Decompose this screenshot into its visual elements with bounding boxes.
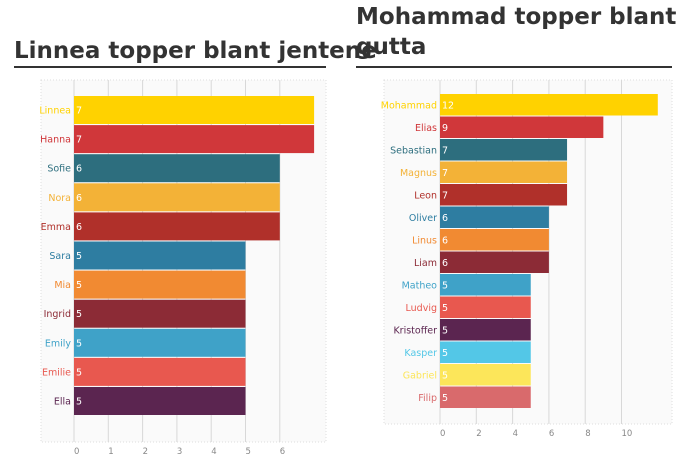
boys-category-label: Gabriel: [403, 370, 437, 381]
girls-bar: [74, 154, 280, 183]
boys-category-label: Kristoffer: [393, 325, 437, 336]
girls-tick-label: 6: [280, 447, 285, 457]
boys-bar: [440, 274, 531, 296]
girls-value-label: 7: [76, 135, 82, 146]
title-underline-boys: [356, 66, 672, 68]
boys-bar: [440, 319, 531, 341]
boys-category-label: Kasper: [404, 348, 437, 359]
boys-category-label: Oliver: [409, 213, 437, 224]
girls-value-label: 5: [76, 397, 82, 408]
girls-category-label: Ingrid: [44, 309, 71, 320]
girls-value-label: 6: [76, 222, 82, 233]
boys-bar: [440, 94, 658, 116]
boys-category-label: Ludvig: [406, 303, 437, 314]
boys-category-label: Elias: [415, 123, 437, 134]
boys-tick-label: 2: [476, 429, 481, 439]
girls-category-label: Hanna: [40, 135, 71, 146]
girls-value-label: 5: [76, 309, 82, 320]
girls-bar: [74, 357, 246, 386]
girls-value-label: 7: [76, 106, 82, 117]
boys-value-label: 6: [442, 258, 448, 269]
boys-bar: [440, 139, 568, 161]
boys-value-label: 5: [442, 348, 448, 359]
girls-value-label: 5: [76, 251, 82, 262]
girls-bar: [74, 328, 246, 357]
girls-bar: [74, 299, 246, 328]
chart-title-girls: Linnea topper blant jentene: [14, 38, 377, 64]
girls-category-label: Emilie: [42, 367, 71, 378]
boys-category-label: Liam: [414, 258, 437, 269]
girls-category-label: Sofie: [47, 164, 71, 175]
girls-tick-label: 5: [246, 447, 251, 457]
boys-bar: [440, 161, 568, 183]
boys-bar: [440, 341, 531, 363]
girls-bar: [74, 270, 246, 299]
girls-bar: [74, 387, 246, 415]
boys-tick-label: 10: [622, 429, 633, 439]
boys-bar: [440, 296, 531, 318]
girls-category-label: Ella: [54, 397, 71, 408]
boys-value-label: 5: [442, 370, 448, 381]
girls-bar: [74, 125, 315, 154]
boys-category-label: Mohammad: [381, 100, 437, 111]
girls-value-label: 5: [76, 367, 82, 378]
boys-bar: [440, 386, 531, 408]
girls-bar: [74, 212, 280, 241]
boys-value-label: 6: [442, 235, 448, 246]
boys-value-label: 5: [442, 325, 448, 336]
bar-chart-girls: 0 1 2 3 4 5 6 Linnea 7 Hanna 7 Sofie 6 Nora 6 Emma 6 Sara…: [39, 79, 327, 457]
boys-value-label: 7: [442, 168, 448, 179]
boys-value-label: 7: [442, 190, 448, 201]
boys-bar: [440, 364, 531, 386]
girls-category-label: Emily: [45, 338, 72, 349]
girls-bar: [74, 183, 280, 212]
boys-category-label: Sebastian: [390, 145, 437, 156]
boys-tick-label: 4: [513, 429, 518, 439]
girls-category-label: Emma: [41, 222, 71, 233]
girls-tick-label: 3: [177, 447, 182, 457]
girls-category-label: Mia: [54, 280, 71, 291]
title-underline-girls: [14, 66, 326, 68]
boys-tick-label: 0: [440, 429, 445, 439]
boys-value-label: 5: [442, 280, 448, 291]
boys-category-label: Filip: [418, 393, 437, 404]
chart-title-boys: Mohammad topper blant gutta: [356, 4, 677, 60]
boys-bar: [440, 229, 549, 251]
girls-value-label: 5: [76, 338, 82, 349]
boys-value-label: 6: [442, 213, 448, 224]
girls-value-label: 6: [76, 193, 82, 204]
girls-bar: [74, 96, 315, 124]
girls-category-label: Linnea: [39, 106, 71, 117]
boys-value-label: 5: [442, 303, 448, 314]
girls-category-label: Sara: [49, 251, 71, 262]
girls-tick-label: 4: [211, 447, 216, 457]
boys-bar: [440, 251, 549, 273]
girls-tick-label: 2: [143, 447, 148, 457]
boys-tick-label: 6: [549, 429, 554, 439]
girls-category-label: Nora: [48, 193, 71, 204]
boys-value-label: 5: [442, 393, 448, 404]
bar-chart-boys: 0 2 4 6 8 10 Mohammad 12 Elias 9 Sebastian 7 Magnus 7…: [381, 79, 673, 439]
girls-tick-label: 1: [108, 447, 113, 457]
girls-value-label: 6: [76, 164, 82, 175]
boys-value-label: 12: [442, 100, 454, 111]
boys-value-label: 7: [442, 145, 448, 156]
boys-bar: [440, 116, 604, 138]
girls-bar: [74, 241, 246, 270]
boys-category-label: Matheo: [402, 280, 438, 291]
boys-bar: [440, 184, 568, 206]
girls-tick-label: 0: [74, 447, 79, 457]
boys-value-label: 9: [442, 123, 448, 134]
boys-category-label: Linus: [412, 235, 437, 246]
girls-value-label: 5: [76, 280, 82, 291]
boys-tick-label: 8: [585, 429, 590, 439]
boys-bar: [440, 206, 549, 228]
boys-category-label: Leon: [414, 190, 437, 201]
boys-category-label: Magnus: [400, 168, 437, 179]
